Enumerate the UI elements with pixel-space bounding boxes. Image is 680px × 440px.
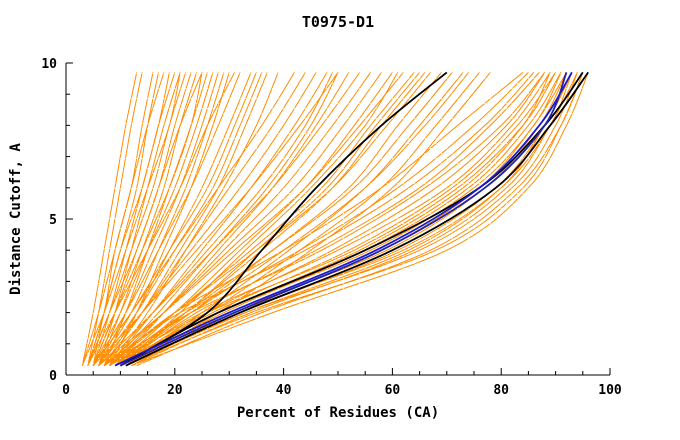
model-curve	[92, 72, 214, 366]
model-curve	[125, 72, 584, 367]
model-curve	[114, 72, 420, 366]
model-curve	[109, 72, 339, 366]
model-curve	[103, 72, 306, 366]
model-curve	[114, 72, 442, 367]
x-axis-label: Percent of Residues (CA)	[237, 405, 439, 421]
model-curve	[109, 72, 546, 367]
x-tick-label: 0	[62, 383, 70, 398]
x-tick-label: 80	[493, 383, 509, 398]
blue-model-1	[114, 71, 573, 367]
stipple-texture-overlay	[70, 63, 606, 375]
model-curve	[120, 72, 578, 367]
x-tick-label: 20	[167, 383, 183, 398]
model-curve	[131, 72, 589, 367]
model-curve	[109, 72, 524, 366]
highlight-curves	[114, 71, 589, 367]
y-axis-label: Distance Cutoff, A	[8, 143, 24, 295]
model-curve	[92, 72, 339, 366]
model-curve	[125, 72, 546, 367]
model-curve	[114, 72, 551, 367]
y-tick-label: 5	[49, 213, 57, 228]
model-curve	[120, 72, 464, 367]
model-curve	[109, 72, 279, 366]
model-curve	[125, 72, 562, 367]
x-tick-label: 40	[276, 383, 292, 398]
model-curve	[103, 72, 535, 367]
model-curve	[98, 72, 404, 366]
model-curve	[114, 72, 529, 366]
model-curve	[120, 72, 399, 366]
blue-model-2	[120, 72, 568, 367]
black-mid-model	[119, 71, 448, 367]
chart-title: T0975-D1	[302, 13, 374, 31]
model-curve	[125, 72, 491, 367]
model-curve	[98, 72, 263, 366]
model-curve	[103, 72, 334, 366]
y-tick-label: 0	[49, 369, 57, 384]
model-curve	[92, 72, 295, 366]
model-curve	[120, 72, 540, 367]
axes	[65, 62, 611, 376]
model-curve	[103, 72, 469, 367]
x-tick-label: 60	[385, 383, 401, 398]
x-tick-label: 100	[598, 383, 622, 398]
tick-labels: 0 20 40 60 80 100 0 5 10	[41, 57, 622, 398]
black-right-model-1	[125, 71, 589, 367]
y-tick-label: 10	[41, 57, 57, 72]
model-curve	[81, 72, 165, 366]
